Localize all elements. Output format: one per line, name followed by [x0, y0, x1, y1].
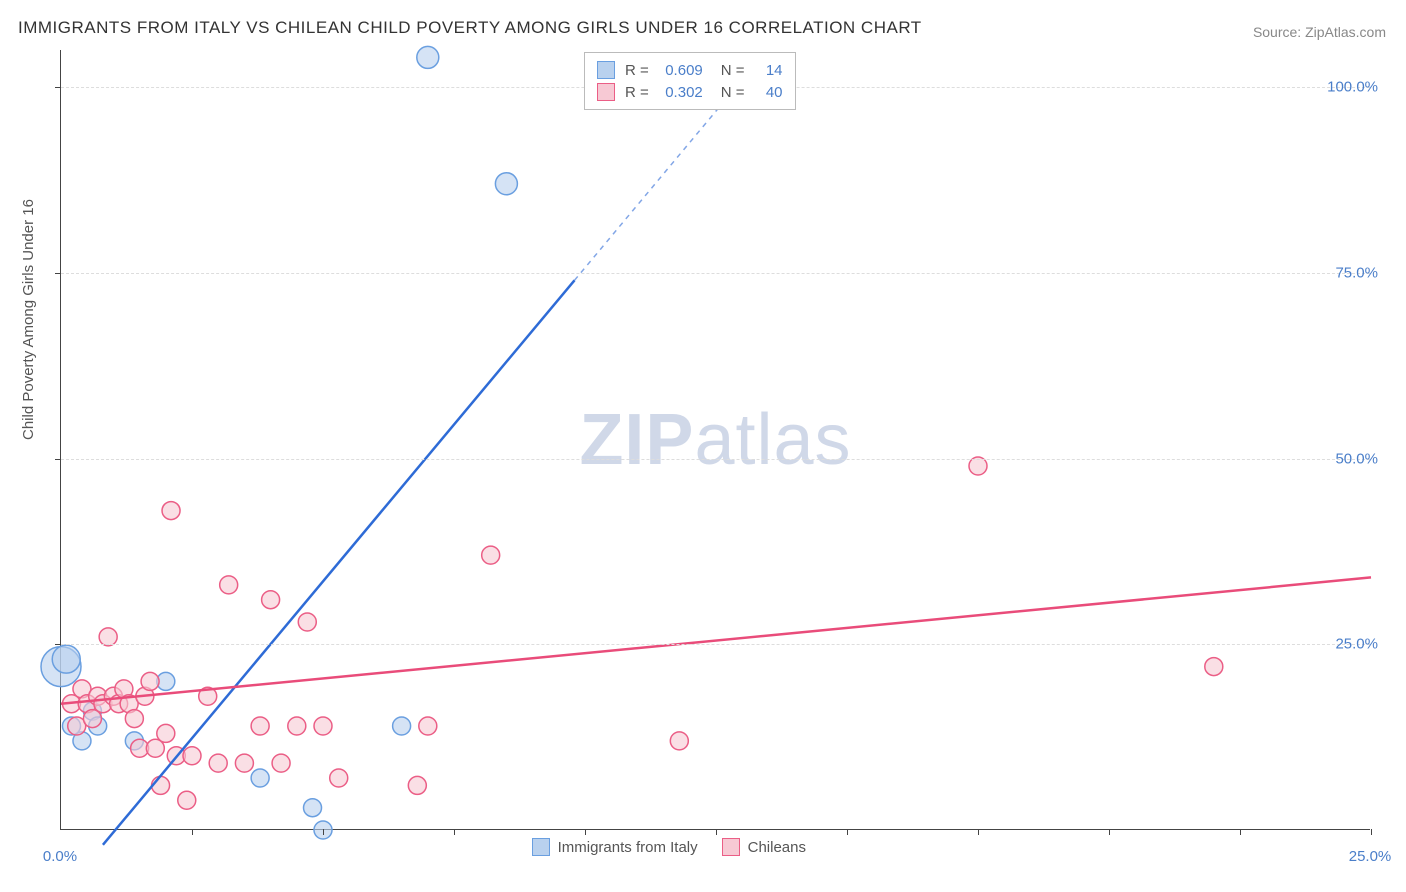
stat-r-label: R = [625, 84, 649, 101]
data-point [99, 628, 117, 646]
data-point [417, 46, 439, 68]
data-point [178, 791, 196, 809]
data-point [262, 591, 280, 609]
y-tick [55, 459, 61, 460]
x-tick [1240, 829, 1241, 835]
legend-stats: R = 0.609 N = 14 R = 0.302 N = 40 [584, 52, 796, 110]
data-point [162, 502, 180, 520]
x-tick [847, 829, 848, 835]
x-tick [716, 829, 717, 835]
data-point [314, 717, 332, 735]
legend-swatch [722, 838, 740, 856]
x-tick [323, 829, 324, 835]
data-point [152, 776, 170, 794]
data-point [141, 672, 159, 690]
bottom-legend: Immigrants from Italy Chileans [532, 838, 806, 856]
trend-line [61, 577, 1371, 703]
data-point [235, 754, 253, 772]
legend-item: Chileans [722, 838, 806, 856]
y-axis-label: Child Poverty Among Girls Under 16 [20, 199, 37, 440]
data-point [251, 769, 269, 787]
legend-swatch [597, 83, 615, 101]
data-point [272, 754, 290, 772]
x-tick [1371, 829, 1372, 835]
data-point [482, 546, 500, 564]
grid-line [61, 644, 1370, 645]
x-tick [454, 829, 455, 835]
data-point [209, 754, 227, 772]
chart-title: IMMIGRANTS FROM ITALY VS CHILEAN CHILD P… [18, 18, 922, 38]
data-point [495, 173, 517, 195]
data-point [298, 613, 316, 631]
data-point [125, 710, 143, 728]
source-label: Source: ZipAtlas.com [1253, 24, 1386, 40]
grid-line [61, 273, 1370, 274]
x-tick-label: 25.0% [1349, 848, 1392, 865]
y-tick-label: 25.0% [1335, 636, 1378, 653]
legend-swatch [532, 838, 550, 856]
x-tick [1109, 829, 1110, 835]
legend-row: R = 0.302 N = 40 [597, 81, 783, 103]
x-tick-label: 0.0% [43, 848, 77, 865]
legend-label: Chileans [748, 839, 806, 856]
legend-row: R = 0.609 N = 14 [597, 59, 783, 81]
data-point [330, 769, 348, 787]
data-point [52, 645, 80, 673]
chart-svg [61, 50, 1370, 829]
x-tick [585, 829, 586, 835]
stat-r-value: 0.302 [655, 84, 703, 101]
x-tick [192, 829, 193, 835]
data-point [157, 724, 175, 742]
stat-n-label: N = [721, 84, 745, 101]
stat-r-value: 0.609 [655, 62, 703, 79]
trend-line [103, 280, 575, 845]
data-point [220, 576, 238, 594]
legend-label: Immigrants from Italy [558, 839, 698, 856]
data-point [969, 457, 987, 475]
data-point [183, 747, 201, 765]
y-tick [55, 644, 61, 645]
y-tick-label: 100.0% [1327, 79, 1378, 96]
y-tick-label: 75.0% [1335, 264, 1378, 281]
data-point [408, 776, 426, 794]
data-point [251, 717, 269, 735]
data-point [304, 799, 322, 817]
y-tick-label: 50.0% [1335, 450, 1378, 467]
stat-r-label: R = [625, 62, 649, 79]
legend-swatch [597, 61, 615, 79]
data-point [419, 717, 437, 735]
x-tick [978, 829, 979, 835]
data-point [1205, 658, 1223, 676]
y-tick [55, 87, 61, 88]
data-point [288, 717, 306, 735]
stat-n-value: 14 [751, 62, 783, 79]
stat-n-label: N = [721, 62, 745, 79]
legend-item: Immigrants from Italy [532, 838, 698, 856]
y-tick [55, 273, 61, 274]
data-point [393, 717, 411, 735]
grid-line [61, 459, 1370, 460]
data-point [670, 732, 688, 750]
plot-area: ZIPatlas [60, 50, 1370, 830]
stat-n-value: 40 [751, 84, 783, 101]
